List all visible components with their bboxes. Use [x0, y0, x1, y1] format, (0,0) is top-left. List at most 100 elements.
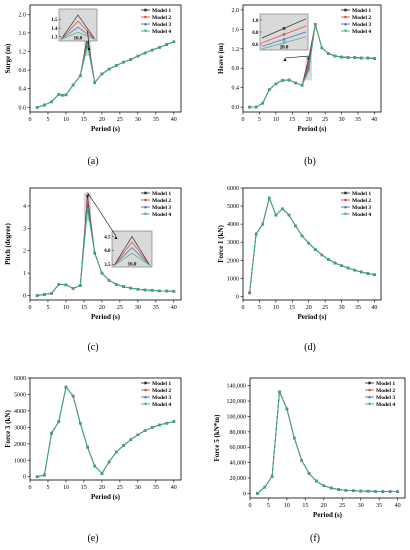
x-tick-label: 40	[371, 305, 377, 311]
x-tick-label: 40	[395, 503, 401, 509]
data-point-model-4	[274, 213, 278, 217]
data-point-model-4	[300, 459, 304, 462]
data-point-model-4	[35, 294, 39, 298]
data-point-model-4	[300, 234, 304, 238]
y-axis-label: Force 5 (kN*m)	[213, 414, 221, 462]
legend-marker	[144, 29, 147, 33]
data-point-model-3	[86, 41, 90, 44]
inset-y-tick-label: 4.0	[104, 249, 111, 254]
y-tick-label: 1.6	[19, 31, 27, 37]
legend-label: Model 3	[152, 395, 171, 401]
legend-marker	[344, 15, 347, 19]
x-axis-label: Period (s)	[298, 125, 328, 133]
data-point-model-4	[150, 426, 154, 429]
inset-arrow	[87, 30, 90, 48]
inset-series-model-1	[113, 235, 151, 266]
data-point-model-4	[50, 431, 54, 435]
chart-panel-f: 0 5 10 15 20 25 30 35 40 0 20,000 40,000 60,000 80,00…	[213, 377, 406, 544]
x-tick-label: 0	[29, 305, 32, 311]
data-point-model-4	[366, 56, 370, 60]
inset-marker-model-3	[282, 37, 286, 41]
panel-caption: (d)	[304, 342, 316, 353]
data-point-model-4	[35, 475, 39, 479]
data-point-model-4	[78, 74, 82, 78]
inset-series-model-4	[60, 31, 96, 40]
x-axis-label: Period (s)	[313, 511, 343, 519]
legend-label: Model 4	[152, 29, 171, 35]
inset-arrow-head	[283, 58, 287, 61]
data-point-model-4	[157, 423, 161, 427]
y-tick-label: 3000	[227, 240, 239, 246]
legend-label: Model 3	[376, 395, 395, 401]
legend-marker	[144, 381, 147, 385]
plot-frame	[29, 4, 182, 113]
zoom-inset: 3.5 4.0 4.5 16.0	[87, 192, 153, 268]
inset-arrow	[284, 55, 309, 59]
x-tick-label: 0	[242, 117, 245, 123]
x-tick-label: 20	[99, 117, 105, 123]
data-point-model-4	[287, 78, 291, 82]
y-tick-label: 80,000	[230, 430, 247, 436]
x-tick-label: 40	[371, 117, 377, 123]
inset-y-tick-label: 1.4	[51, 27, 58, 32]
data-point-model-4	[121, 444, 125, 448]
data-point-model-4	[86, 445, 90, 449]
data-point-model-4	[294, 224, 298, 228]
data-point-model-4	[107, 460, 111, 464]
data-point-model-4	[261, 101, 265, 105]
data-point-model-4	[129, 286, 133, 290]
inset-y-tick-label: 1.5	[51, 18, 58, 23]
legend-marker	[368, 402, 371, 406]
legend-marker	[144, 388, 147, 392]
data-point-model-4	[313, 248, 317, 252]
x-tick-label: 20	[99, 485, 105, 491]
inset-series-model-4	[113, 252, 151, 266]
data-point-model-4	[165, 421, 169, 425]
y-tick-label: 0.4	[232, 86, 240, 92]
x-tick-label: 30	[135, 485, 141, 491]
data-point-model-4	[107, 67, 111, 71]
x-tick-label: 40	[171, 485, 177, 491]
data-point-model-4	[372, 57, 376, 61]
legend-marker	[344, 22, 347, 26]
data-point-model-4	[359, 489, 363, 493]
inset-y-tick-label: 1.0	[252, 19, 259, 24]
legend-marker	[344, 205, 347, 209]
inset-x-tick-label: 20.0	[280, 46, 289, 51]
x-tick-label: 5	[46, 117, 49, 123]
data-point-model-4	[100, 271, 104, 275]
x-axis-label: Period (s)	[91, 313, 121, 321]
y-tick-label: 4000	[14, 409, 26, 415]
y-tick-label: 1.2	[232, 47, 240, 53]
x-tick-label: 35	[355, 117, 361, 123]
x-tick-label: 25	[339, 503, 345, 509]
series-line-model-4	[37, 41, 174, 108]
legend-label: Model 4	[152, 212, 171, 218]
legend-marker	[368, 381, 371, 385]
data-point-model-4	[346, 56, 350, 60]
data-point-model-4	[172, 289, 176, 293]
y-tick-label: 3	[23, 226, 26, 232]
data-point-model-1	[307, 57, 311, 60]
y-axis-label: Surge (m)	[4, 43, 12, 73]
data-point-model-4	[50, 291, 54, 295]
y-tick-label: 2	[23, 249, 26, 255]
y-tick-label: 140,000	[227, 384, 247, 390]
x-tick-label: 30	[339, 117, 345, 123]
series-line-model-4	[37, 385, 174, 478]
data-point-model-4	[248, 291, 252, 295]
x-tick-label: 20	[306, 117, 312, 123]
data-point-model-4	[261, 222, 265, 226]
data-point-model-4	[344, 489, 348, 492]
chart-panel-e: 0 5 10 15 20 25 30 35 40 0 1000 2000 3000 4000 5000 600…	[4, 376, 182, 544]
legend-label: Model 2	[352, 15, 371, 21]
legend-label: Model 4	[352, 29, 371, 35]
y-tick-label: 100,000	[227, 414, 247, 420]
data-point-model-4	[129, 438, 133, 442]
data-point-model-4	[280, 79, 284, 82]
y-tick-label: 1.2	[19, 50, 27, 56]
zoom-inset: 0.6 0.8 1.0 20.0	[252, 13, 309, 61]
legend-marker	[344, 198, 347, 202]
legend-marker	[144, 8, 147, 12]
data-point-model-4	[165, 289, 169, 293]
